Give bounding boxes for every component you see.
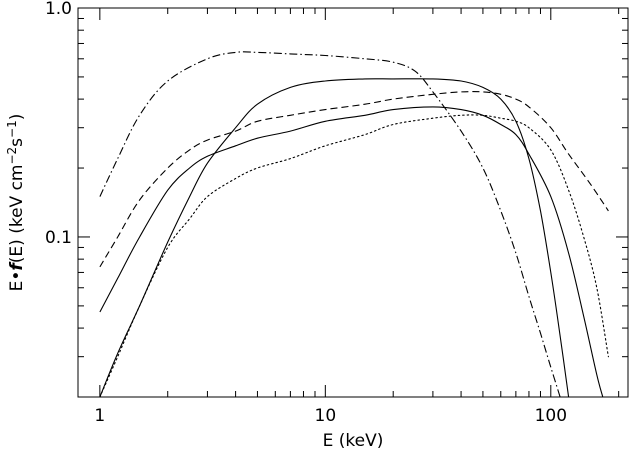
x-axis-label: E (keV) <box>323 431 384 451</box>
x-tick-label: 100 <box>535 406 567 426</box>
series-line-4-solid <box>99 106 604 397</box>
y-label-s: s <box>7 138 27 147</box>
x-tick-label: 1 <box>94 406 105 426</box>
y-tick-label: 0.1 <box>45 228 72 248</box>
y-label-prefix: E• <box>7 271 27 292</box>
plot-frame <box>77 7 629 398</box>
y-label-sup2: −1 <box>5 120 19 138</box>
y-tick-label: 1.0 <box>45 0 72 19</box>
y-label-mid: (E) (keV cm <box>7 165 27 264</box>
series-line-2-solid <box>99 78 570 397</box>
series-line-1-dashdot <box>99 51 561 397</box>
x-axis-ticks: 1 10 100 <box>94 8 620 426</box>
x-tick-label: 10 <box>315 406 337 426</box>
y-axis-label: E•f(E) (keV cm−2s−1) <box>5 114 27 292</box>
y-label-close: ) <box>7 114 27 121</box>
series-line-5-dotted <box>99 114 609 397</box>
y-axis-ticks: 0.1 1.0 <box>45 0 628 398</box>
series-line-3-dashed <box>99 91 609 268</box>
y-label-sup1: −2 <box>5 147 19 165</box>
y-label-func: f <box>7 261 27 271</box>
curves <box>99 51 609 397</box>
